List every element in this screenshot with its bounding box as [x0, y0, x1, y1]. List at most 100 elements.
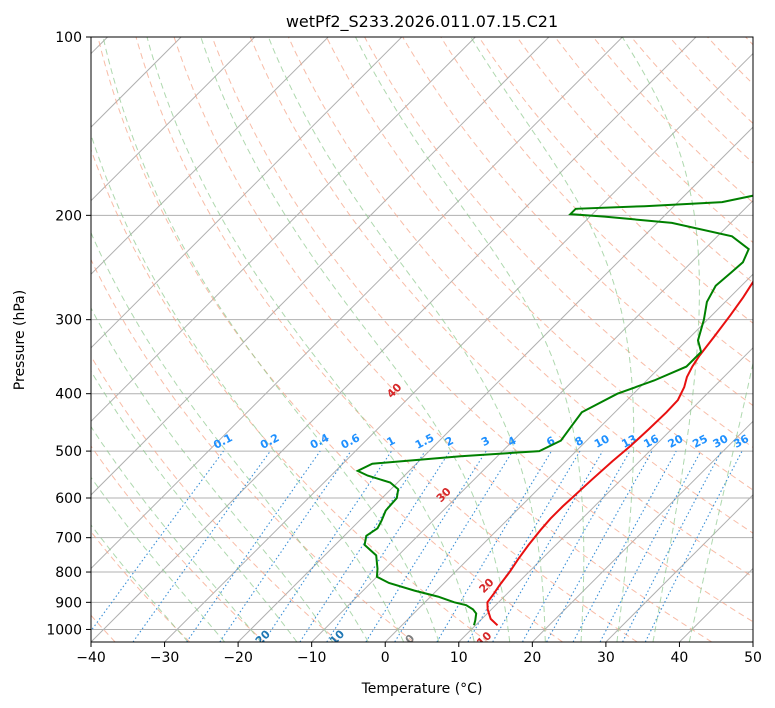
isotherm-line: [311, 199, 753, 642]
y-tick-label: 300: [55, 313, 82, 329]
dry-adiabat-line: [402, 37, 753, 407]
y-tick-label: 100: [55, 30, 82, 46]
mixing-ratio-line: [436, 450, 552, 642]
mixing-ratio-line: [644, 450, 743, 642]
moist-adiabat-line: [621, 37, 700, 642]
mixing-ratio-label: 13: [619, 432, 639, 451]
moist-adiabat-line: [267, 37, 546, 642]
mixing-ratio-label: 1: [385, 434, 398, 449]
mixing-ratio-label: 30: [711, 432, 731, 451]
x-tick-label: −40: [76, 650, 106, 666]
isotherm-line: [91, 37, 476, 423]
mixing-ratio-line: [394, 450, 514, 642]
isotherm-line: [384, 273, 753, 642]
moist-adiabat-line: [146, 37, 475, 642]
x-tick-label: −20: [223, 650, 253, 666]
mixing-ratio-label: 20: [666, 432, 686, 451]
y-tick-label: 500: [55, 444, 82, 460]
y-tick-label: 600: [55, 491, 82, 507]
x-tick-label: 40: [671, 650, 689, 666]
x-tick-label: 10: [450, 650, 468, 666]
isotherm-line: [91, 37, 623, 570]
dry-adiabat-line: [249, 37, 753, 578]
mixing-ratio-line: [572, 450, 677, 642]
dry-adiabat-label: 10: [474, 629, 494, 649]
dry-adiabat-line: [554, 37, 753, 244]
y-tick-label: 900: [55, 595, 82, 611]
dry-adiabat-line: [91, 530, 191, 642]
isotherm-line: [91, 37, 403, 349]
mixing-ratio-line: [599, 450, 702, 642]
isotherm-line: [752, 641, 753, 642]
moist-adiabat-line: [91, 370, 298, 642]
temperature-line: [486, 280, 753, 627]
dry-adiabat-line: [516, 37, 753, 284]
moist-adiabat-line: [355, 37, 585, 642]
mixing-ratio-label: 16: [641, 432, 661, 451]
isotherm-line: [91, 37, 256, 202]
mixing-ratio-line: [219, 450, 352, 642]
mixing-ratio-line: [546, 450, 653, 642]
isotherm-line: [164, 52, 753, 642]
isotherm-line: [91, 37, 697, 642]
isotherm-line: [91, 37, 329, 275]
y-tick-label: 800: [55, 565, 82, 581]
plot-frame: [90, 36, 754, 643]
dry-adiabat-label: 0: [403, 632, 418, 647]
isotherm-line: [605, 494, 753, 642]
x-axis: −40 −30 −20 −10 0 10 20 30 40 50: [76, 642, 762, 666]
dry-adiabat-line: [592, 37, 753, 204]
mixing-ratio-label: 10: [592, 432, 612, 451]
mixing-ratio-label: 36: [731, 432, 751, 451]
dewpoint-line: [355, 194, 753, 626]
dry-adiabat-line: [91, 148, 489, 642]
mixing-ratio-line: [91, 450, 224, 632]
moist-adiabat-line: [102, 37, 440, 642]
isotherm-line: [91, 37, 550, 496]
x-tick-label: 0: [381, 650, 390, 666]
moist-adiabat-line: [91, 476, 225, 642]
dry-adiabat-line: [669, 37, 753, 125]
mixing-ratio-label: 25: [690, 432, 710, 451]
mixing-ratio-line: [132, 450, 271, 642]
dry-adiabat-line: [745, 37, 753, 46]
mixing-ratio-label: 0.6: [339, 431, 363, 452]
y-tick-label: 700: [55, 531, 82, 547]
mixing-ratio-label: 0.2: [258, 431, 281, 452]
moist-adiabat-line: [91, 231, 369, 642]
y-axis-label: Pressure (hPa): [12, 290, 28, 390]
mixing-ratio-line: [299, 450, 426, 642]
dry-adiabat-line: [287, 37, 753, 534]
moist-adiabat-line: [91, 524, 189, 642]
dry-adiabat-line: [97, 37, 563, 642]
dry-adiabat-line: [91, 258, 414, 642]
isotherm-line: [237, 126, 753, 642]
x-axis-label: Temperature (°C): [361, 681, 483, 697]
moist-adiabat-line: [91, 425, 262, 642]
moist-adiabat-line: [470, 37, 635, 642]
mixing-ratio-label: 3: [479, 434, 492, 449]
dry-adiabat-line: [211, 37, 753, 623]
mixing-ratio-line: [326, 450, 451, 642]
mixing-ratio-line: [186, 450, 321, 642]
moist-adiabat-line: [91, 307, 334, 642]
dry-adiabat-line: [364, 37, 753, 449]
dry-adiabat-line: [91, 355, 340, 642]
dry-adiabat-line: [173, 37, 713, 642]
mixing-ratio-line: [467, 450, 581, 642]
background-lines: [91, 37, 753, 642]
y-tick-label: 1000: [46, 622, 82, 638]
x-tick-label: 30: [597, 650, 615, 666]
mixing-ratio-label: 0.4: [308, 431, 332, 452]
isotherm-line: [458, 347, 753, 642]
moist-adiabat-line: [688, 360, 753, 642]
x-tick-label: 20: [523, 650, 541, 666]
isotherm-line: [679, 567, 753, 642]
x-tick-label: −10: [297, 650, 327, 666]
y-axis: 100 200 300 400 500 600 700 800 900 1000: [46, 30, 91, 638]
chart-title: wetPf2_S233.2026.011.07.15.C21: [286, 12, 558, 32]
x-tick-label: −30: [150, 650, 180, 666]
moist-adiabat-line: [91, 133, 405, 642]
mixing-ratio-label: 8: [573, 434, 586, 449]
